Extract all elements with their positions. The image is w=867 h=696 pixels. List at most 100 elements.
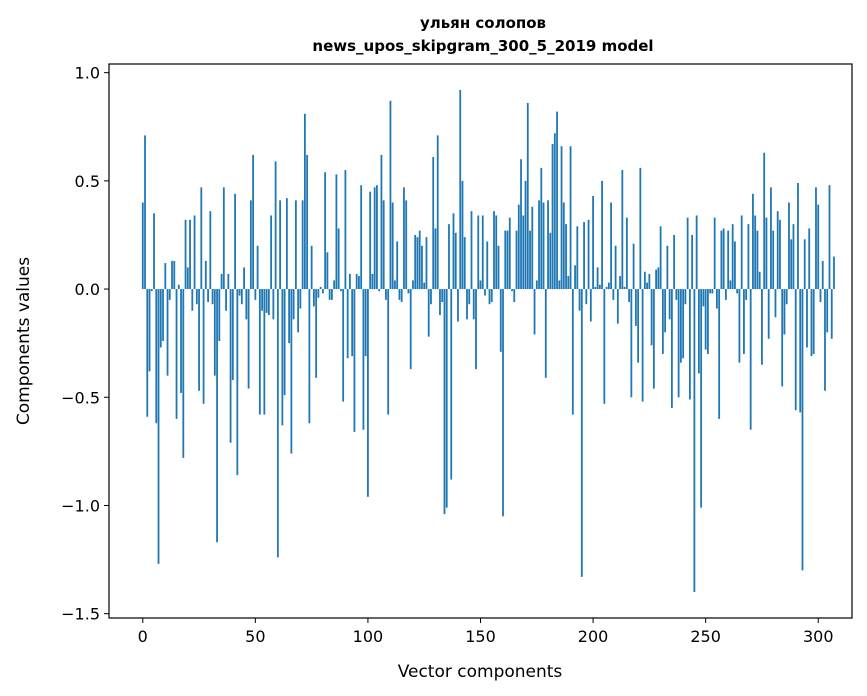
bar-305 bbox=[828, 185, 831, 290]
bar-235 bbox=[670, 289, 673, 409]
bar-89 bbox=[342, 289, 345, 402]
bar-117 bbox=[405, 200, 408, 290]
bar-8 bbox=[159, 289, 162, 348]
bar-47 bbox=[247, 289, 250, 389]
bar-56 bbox=[267, 289, 270, 316]
bar-64 bbox=[285, 198, 288, 290]
bar-276 bbox=[763, 152, 766, 290]
x-tick-label-4: 200 bbox=[578, 627, 609, 646]
bar-6 bbox=[155, 289, 158, 424]
bar-292 bbox=[799, 289, 802, 413]
bar-120 bbox=[412, 280, 414, 290]
bar-33 bbox=[216, 289, 218, 543]
bar-282 bbox=[776, 211, 779, 290]
y-axis-label: Components values bbox=[14, 257, 34, 425]
bar-179 bbox=[544, 289, 547, 378]
bar-111 bbox=[391, 202, 394, 290]
bar-236 bbox=[673, 234, 676, 290]
bar-65 bbox=[288, 289, 291, 344]
bar-136 bbox=[448, 224, 450, 290]
bar-169 bbox=[522, 215, 525, 290]
bar-298 bbox=[812, 289, 815, 354]
bar-69 bbox=[297, 289, 300, 333]
bar-228 bbox=[655, 269, 658, 290]
bar-97 bbox=[360, 185, 363, 290]
bar-243 bbox=[688, 289, 691, 400]
bar-131 bbox=[436, 135, 439, 290]
bar-79 bbox=[319, 286, 322, 290]
bar-130 bbox=[434, 228, 437, 290]
bar-138 bbox=[452, 213, 455, 290]
bar-284 bbox=[781, 289, 784, 387]
bar-241 bbox=[684, 289, 687, 305]
bar-277 bbox=[765, 217, 768, 290]
bar-107 bbox=[382, 200, 385, 290]
bar-227 bbox=[652, 289, 655, 389]
bar-21 bbox=[189, 219, 191, 290]
bar-254 bbox=[713, 217, 716, 290]
bar-76 bbox=[312, 289, 315, 307]
bar-279 bbox=[770, 187, 772, 290]
bar-87 bbox=[337, 228, 340, 290]
bar-286 bbox=[785, 289, 788, 305]
bar-231 bbox=[661, 289, 664, 354]
x-tick-label-3: 150 bbox=[465, 627, 496, 646]
bar-181 bbox=[549, 232, 552, 290]
bar-28 bbox=[204, 260, 207, 290]
bar-123 bbox=[418, 230, 421, 290]
bar-15 bbox=[175, 289, 178, 419]
y-tick-label-4: 0.5 bbox=[75, 172, 100, 191]
bar-128 bbox=[430, 289, 432, 305]
bar-71 bbox=[301, 200, 304, 290]
bar-295 bbox=[806, 289, 808, 348]
bar-206 bbox=[605, 286, 608, 290]
bar-32 bbox=[213, 289, 216, 376]
bar-270 bbox=[749, 289, 752, 430]
bar-168 bbox=[520, 159, 522, 290]
bar-1 bbox=[144, 135, 146, 290]
bar-98 bbox=[362, 289, 365, 430]
bar-80 bbox=[321, 289, 324, 294]
bar-83 bbox=[328, 289, 331, 300]
bar-44 bbox=[240, 289, 243, 305]
x-tick-label-5: 250 bbox=[690, 627, 721, 646]
bar-275 bbox=[761, 289, 763, 365]
bar-45 bbox=[243, 267, 245, 290]
bar-269 bbox=[747, 224, 750, 290]
bar-82 bbox=[326, 252, 329, 290]
bar-289 bbox=[792, 224, 795, 290]
bar-201 bbox=[594, 286, 597, 290]
bar-233 bbox=[666, 245, 669, 290]
bar-135 bbox=[445, 289, 448, 508]
bar-193 bbox=[576, 226, 579, 290]
bar-274 bbox=[758, 271, 761, 290]
y-tick-label-0: −1.5 bbox=[61, 605, 100, 624]
bar-75 bbox=[310, 245, 313, 290]
bar-34 bbox=[218, 289, 221, 341]
bar-299 bbox=[815, 187, 817, 290]
x-tick-label-6: 300 bbox=[803, 627, 834, 646]
bar-49 bbox=[252, 154, 254, 290]
bar-221 bbox=[639, 167, 642, 290]
bar-51 bbox=[256, 245, 259, 290]
x-axis-label: Vector components bbox=[398, 662, 563, 682]
bar-108 bbox=[385, 289, 387, 300]
bar-145 bbox=[468, 289, 471, 305]
bar-12 bbox=[168, 289, 171, 300]
bar-242 bbox=[686, 217, 689, 290]
bar-121 bbox=[414, 234, 417, 290]
bar-103 bbox=[373, 187, 376, 290]
bar-177 bbox=[540, 167, 543, 290]
bar-62 bbox=[281, 289, 284, 426]
chart-subtitle: news_upos_skipgram_300_5_2019 model bbox=[312, 37, 653, 55]
bar-93 bbox=[351, 289, 354, 357]
bar-180 bbox=[547, 200, 549, 290]
bar-291 bbox=[797, 183, 799, 290]
bar-143 bbox=[463, 237, 466, 290]
bar-31 bbox=[211, 289, 214, 305]
bar-273 bbox=[756, 230, 759, 290]
bar-66 bbox=[290, 289, 293, 454]
bar-304 bbox=[826, 289, 829, 333]
